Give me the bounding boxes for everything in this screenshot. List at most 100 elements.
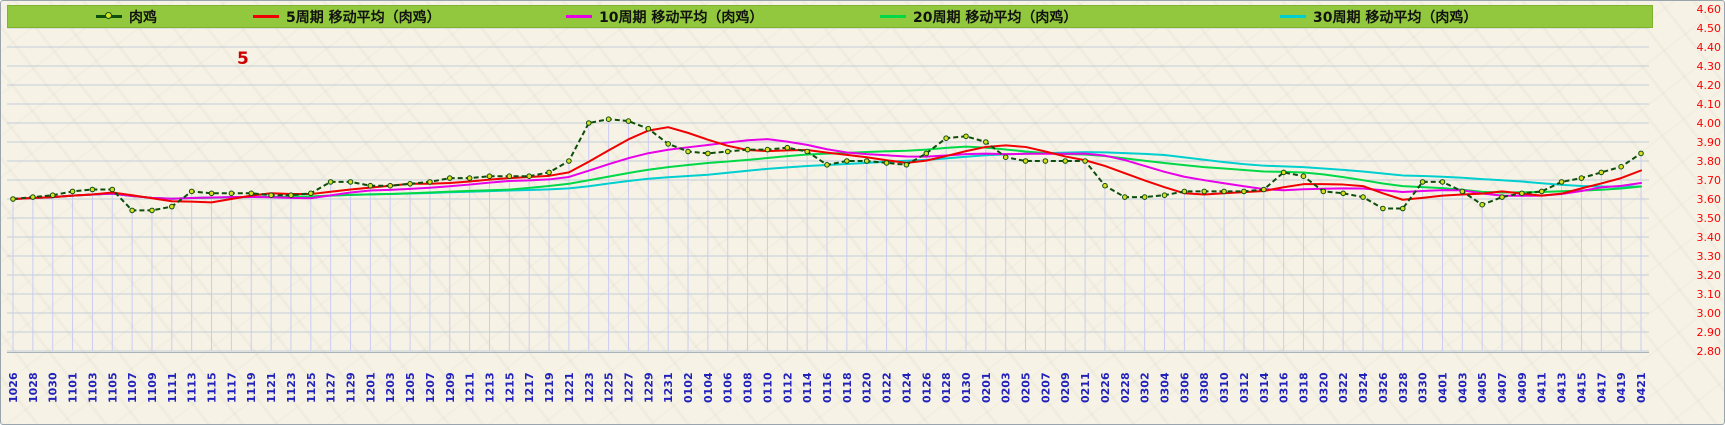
price-marker <box>327 179 334 185</box>
x-tick-label: 1207 <box>424 372 437 403</box>
price-marker <box>1300 173 1307 179</box>
x-tick-label: 0314 <box>1258 372 1271 403</box>
price-marker <box>248 190 255 197</box>
price-marker <box>943 135 949 141</box>
x-tick-label: 0316 <box>1278 372 1291 403</box>
x-tick-label: 1123 <box>285 372 298 403</box>
price-marker <box>506 173 513 179</box>
price-marker <box>1578 175 1585 181</box>
x-tick-label: 0419 <box>1615 372 1628 403</box>
legend-label: 30周期 移动平均（肉鸡） <box>1313 9 1478 26</box>
price-marker <box>645 125 652 132</box>
x-tick-label: 0318 <box>1297 372 1310 403</box>
x-tick-label: 0304 <box>1159 372 1172 403</box>
x-tick-label: 1225 <box>603 372 616 403</box>
legend-marker-icon <box>566 15 592 18</box>
price-marker <box>10 196 16 202</box>
x-tick-label: 1117 <box>225 372 238 403</box>
x-tick-label: 1203 <box>384 372 397 403</box>
y-tick-label: 4.50 <box>1697 22 1722 35</box>
x-tick-label: 1119 <box>245 372 258 403</box>
price-marker <box>605 116 612 122</box>
legend-item: 5周期 移动平均（肉鸡） <box>253 6 441 27</box>
x-tick-label: 0411 <box>1536 372 1549 403</box>
price-marker <box>705 150 711 157</box>
x-tick-label: 1223 <box>583 372 596 403</box>
x-tick-label: 1129 <box>345 372 358 403</box>
chart-annotation: 5 <box>237 49 249 69</box>
price-marker <box>1479 201 1485 208</box>
price-marker <box>1419 179 1426 185</box>
price-marker <box>665 141 671 147</box>
price-marker <box>188 188 195 195</box>
x-tick-label: 0209 <box>1059 372 1072 403</box>
price-marker <box>923 150 930 157</box>
price-marker <box>1459 188 1466 195</box>
y-tick-label: 4.40 <box>1697 41 1722 54</box>
x-tick-label: 1227 <box>622 372 635 403</box>
x-tick-label: 0203 <box>1000 372 1013 403</box>
y-tick-label: 3.10 <box>1697 288 1722 301</box>
price-marker <box>1399 205 1406 212</box>
x-tick-label: 0228 <box>1119 372 1132 403</box>
price-marker <box>824 162 830 168</box>
price-marker <box>407 181 413 187</box>
x-tick-label: 1103 <box>86 372 99 403</box>
price-marker <box>844 158 850 164</box>
price-marker <box>963 133 969 140</box>
price-marker <box>427 179 433 185</box>
price-marker <box>585 120 592 126</box>
x-tick-label: 0320 <box>1317 372 1330 403</box>
legend-marker-icon <box>1280 15 1306 18</box>
price-marker <box>208 190 215 197</box>
price-marker <box>1122 194 1128 200</box>
x-tick-label: 0120 <box>861 372 874 403</box>
price-marker <box>1002 154 1009 160</box>
x-tick-label: 1109 <box>146 372 159 403</box>
price-marker <box>1499 194 1505 200</box>
price-marker <box>526 173 532 179</box>
x-tick-label: 1115 <box>206 372 219 403</box>
ma-line-5 <box>12 126 1642 204</box>
y-tick-label: 2.90 <box>1697 326 1722 339</box>
y-tick-label: 2.80 <box>1697 345 1722 358</box>
price-marker <box>1082 158 1088 164</box>
price-marker <box>69 188 76 195</box>
x-tick-label: 1121 <box>265 372 278 403</box>
x-tick-label: 1101 <box>67 372 80 403</box>
legend-marker-icon <box>96 12 122 19</box>
price-marker <box>625 118 632 124</box>
x-tick-label: 0226 <box>1099 372 1112 403</box>
x-tick-label: 1229 <box>642 372 655 403</box>
x-tick-label: 0128 <box>940 372 953 403</box>
x-tick-label: 0207 <box>1039 372 1052 403</box>
y-tick-label: 3.30 <box>1697 250 1722 263</box>
x-tick-label: 0403 <box>1456 372 1469 403</box>
price-marker <box>764 146 771 153</box>
price-marker <box>1519 190 1525 197</box>
x-tick-label: 0106 <box>722 372 735 403</box>
price-marker <box>883 160 890 166</box>
x-tick-label: 0124 <box>900 372 913 403</box>
y-tick-label: 3.90 <box>1697 136 1722 149</box>
x-tick-label: 0211 <box>1079 372 1092 403</box>
x-tick-label: 0415 <box>1575 372 1588 403</box>
x-tick-label: 1201 <box>364 372 377 403</box>
x-tick-label: 0201 <box>980 372 993 403</box>
x-tick-label: 0112 <box>781 372 794 403</box>
y-tick-label: 4.30 <box>1697 60 1722 73</box>
price-marker <box>466 175 473 181</box>
price-marker <box>1181 188 1188 195</box>
y-tick-label: 3.70 <box>1697 174 1722 187</box>
legend-label: 肉鸡 <box>129 9 157 26</box>
x-tick-label: 1219 <box>543 372 556 403</box>
price-marker <box>784 144 791 151</box>
y-tick-label: 4.20 <box>1697 79 1722 92</box>
legend: 肉鸡 5周期 移动平均（肉鸡） 10周期 移动平均（肉鸡） 20周期 移动平均（肉鸡）… <box>7 5 1653 28</box>
x-tick-label: 0326 <box>1377 372 1390 403</box>
x-tick-label: 0405 <box>1476 372 1489 403</box>
price-marker <box>804 148 810 155</box>
price-marker <box>566 158 572 164</box>
price-marker <box>1320 188 1327 195</box>
